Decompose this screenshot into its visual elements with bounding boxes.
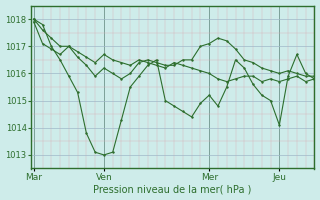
X-axis label: Pression niveau de la mer( hPa ): Pression niveau de la mer( hPa ) [93,184,252,194]
